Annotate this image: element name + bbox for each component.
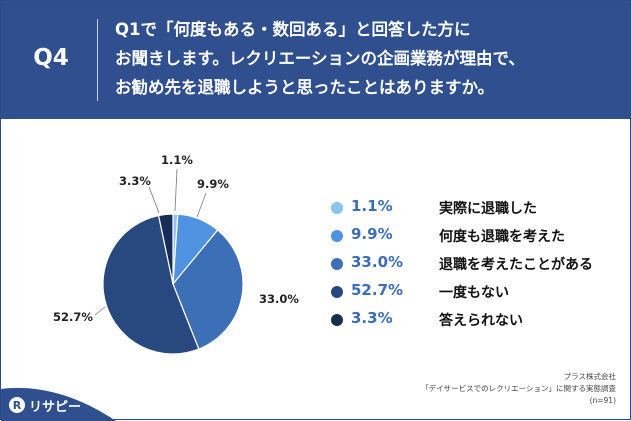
legend: 1.1% 実際に退職した 9.9% 何度も退職を考えた 33.0% 退職を考えた…: [331, 197, 621, 337]
brand-logo: R リサピー: [9, 393, 81, 417]
pie-slice: [172, 229, 244, 350]
legend-item: 1.1% 実際に退職した: [331, 197, 621, 225]
legend-label: 実際に退職した: [439, 201, 537, 217]
source-note: プラス株式会社 「デイサービスでのレクリエーション」に関する実態調査 (n=91…: [421, 371, 616, 407]
leader-line: [196, 192, 207, 218]
legend-label: 答えられない: [439, 313, 523, 329]
legend-percent: 9.9%: [351, 225, 393, 243]
slice-label: 1.1%: [161, 153, 193, 167]
question-number: Q4: [33, 45, 69, 71]
legend-item: 9.9% 何度も退職を考えた: [331, 225, 621, 253]
slice-label: 3.3%: [119, 174, 151, 188]
legend-item: 52.7% 一度もない: [331, 281, 621, 309]
question-text: Q1で「何度もある・数回ある」と回答した方に お聞きします。レクリエーションの企…: [115, 15, 615, 102]
legend-percent: 3.3%: [351, 309, 393, 327]
legend-label: 退職を考えたことがある: [439, 257, 593, 273]
legend-swatch: [331, 286, 343, 298]
pie-chart: 1.1% 9.9% 33.0% 52.7% 3.3%: [53, 153, 299, 355]
question-line: お聞きします。レクリエーションの企画業務が理由で、: [115, 49, 525, 68]
source-line: プラス株式会社: [563, 372, 616, 381]
legend-percent: 33.0%: [351, 253, 404, 271]
question-header: Q4 Q1で「何度もある・数回ある」と回答した方に お聞きします。レクリエーショ…: [1, 1, 630, 119]
pie-slice: [102, 214, 200, 355]
divider: [97, 19, 98, 101]
legend-percent: 1.1%: [351, 197, 393, 215]
slice-label: 33.0%: [259, 292, 299, 306]
leader-line: [174, 168, 178, 212]
source-line: (n=91): [589, 396, 616, 405]
slice-label: 52.7%: [53, 310, 93, 324]
leader-line: [148, 186, 160, 214]
legend-label: 一度もない: [439, 285, 509, 301]
legend-percent: 52.7%: [351, 281, 404, 299]
legend-swatch: [331, 314, 343, 326]
legend-swatch: [331, 258, 343, 270]
leader-line: [94, 306, 106, 316]
slice-label: 9.9%: [197, 177, 229, 191]
legend-label: 何度も退職を考えた: [439, 229, 565, 245]
question-line: お勧め先を退職しようと思ったことはありますか。: [115, 78, 495, 97]
legend-swatch: [331, 202, 343, 214]
logo-text: リサピー: [29, 399, 82, 415]
source-line: 「デイサービスでのレクリエーション」に関する実態調査: [421, 384, 616, 393]
legend-swatch: [331, 230, 343, 242]
question-line: Q1で「何度もある・数回ある」と回答した方に: [115, 20, 471, 39]
r-icon: R: [9, 397, 25, 413]
pie-slice: [157, 213, 174, 285]
legend-item: 3.3% 答えられない: [331, 309, 621, 337]
legend-item: 33.0% 退職を考えたことがある: [331, 253, 621, 281]
logo-background: [1, 387, 116, 421]
